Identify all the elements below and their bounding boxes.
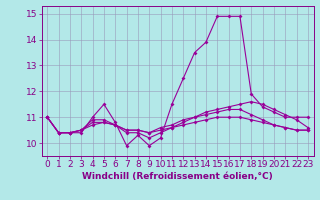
X-axis label: Windchill (Refroidissement éolien,°C): Windchill (Refroidissement éolien,°C)	[82, 172, 273, 181]
